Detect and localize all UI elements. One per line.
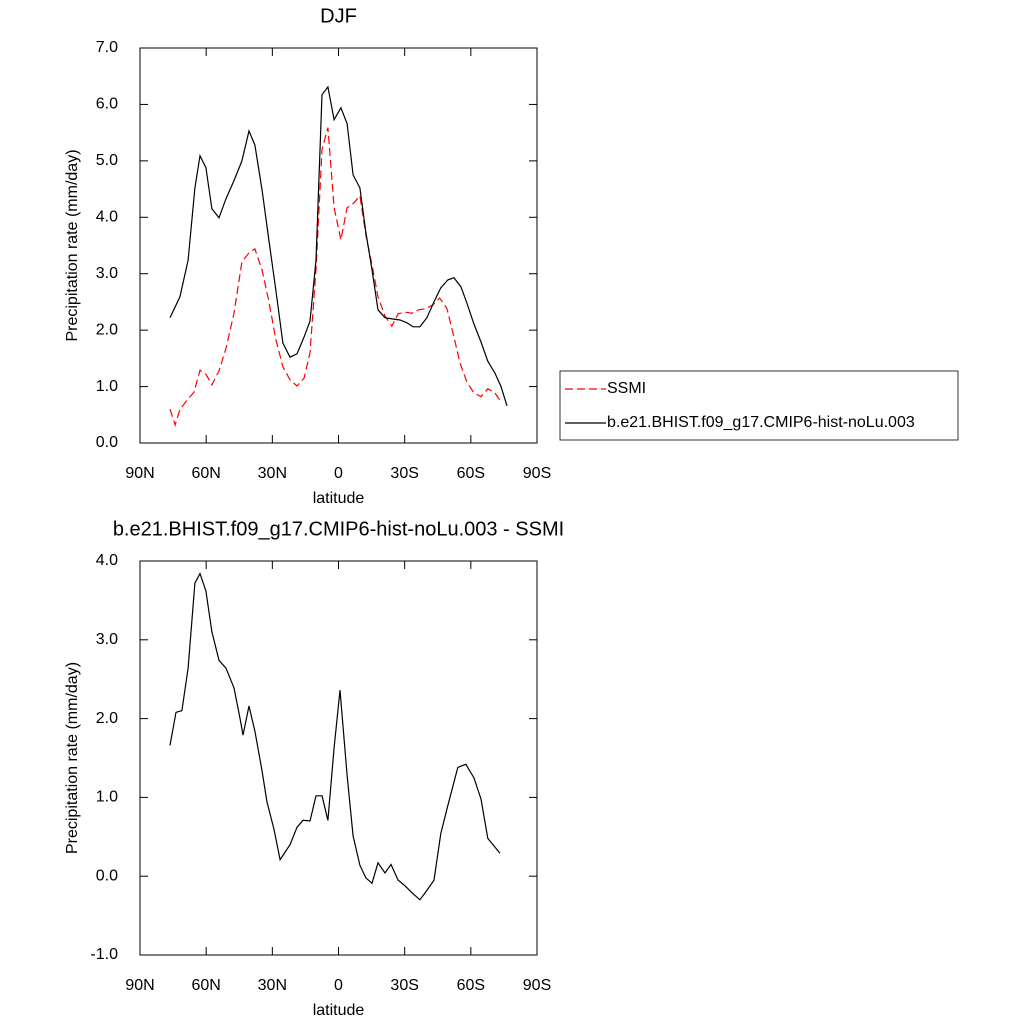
x-axis-label: latitude: [313, 490, 365, 507]
data-line: [169, 127, 502, 427]
y-tick-label: 0.0: [96, 867, 118, 884]
x-tick-label: 30S: [390, 465, 418, 482]
y-tick-label: 6.0: [96, 96, 118, 113]
data-line: [169, 572, 501, 901]
x-tick-label: 90N: [125, 465, 154, 482]
y-tick-label: 1.0: [96, 378, 118, 395]
y-tick-label: 4.0: [96, 209, 118, 226]
x-tick-label: 90S: [523, 465, 551, 482]
y-tick-label: 0.0: [96, 434, 118, 451]
x-tick-label: 0: [334, 465, 343, 482]
y-tick-label: 5.0: [96, 152, 118, 169]
y-tick-label: 3.0: [96, 631, 118, 648]
legend-label: SSMI: [607, 380, 646, 397]
plot-frame: [139, 560, 538, 956]
y-tick-label: 1.0: [96, 789, 118, 806]
data-line: [169, 85, 508, 406]
x-tick-label: 0: [334, 977, 343, 994]
y-tick-label: 4.0: [96, 552, 118, 569]
plot-frame: [139, 47, 538, 444]
y-axis-label: Precipitation rate (mm/day): [64, 149, 81, 341]
x-tick-label: 90N: [125, 977, 154, 994]
x-tick-label: 60S: [457, 465, 485, 482]
x-tick-label: 60N: [191, 465, 220, 482]
y-tick-label: 2.0: [96, 321, 118, 338]
y-tick-label: 3.0: [96, 265, 118, 282]
x-tick-label: 90S: [523, 977, 551, 994]
x-tick-label: 60N: [191, 977, 220, 994]
y-axis-label: Precipitation rate (mm/day): [64, 662, 81, 854]
y-tick-label: 7.0: [96, 39, 118, 56]
chart-title: DJF: [320, 5, 357, 27]
x-tick-label: 30S: [390, 977, 418, 994]
chart-title: b.e21.BHIST.f09_g17.CMIP6-hist-noLu.003 …: [113, 518, 564, 540]
x-axis-label: latitude: [313, 1002, 365, 1019]
y-tick-label: -1.0: [90, 946, 118, 963]
y-tick-label: 2.0: [96, 710, 118, 727]
legend-label: b.e21.BHIST.f09_g17.CMIP6-hist-noLu.003: [607, 414, 915, 431]
legend-box: [559, 370, 959, 441]
x-tick-label: 30N: [258, 465, 287, 482]
x-tick-label: 60S: [457, 977, 485, 994]
x-tick-label: 30N: [258, 977, 287, 994]
